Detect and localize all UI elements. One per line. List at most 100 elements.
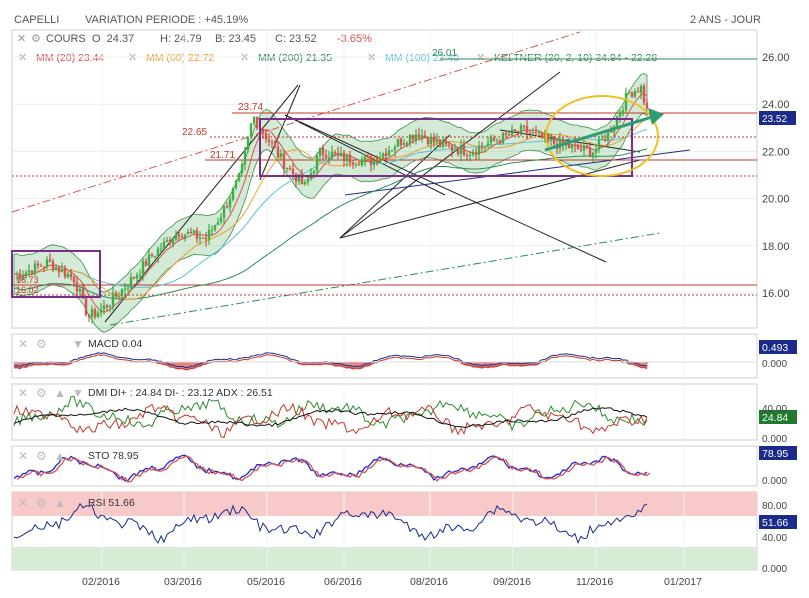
candle-body xyxy=(333,152,337,154)
candle-body xyxy=(468,154,472,156)
move-up-icon[interactable]: ▲ xyxy=(54,496,66,510)
candle-body xyxy=(399,138,403,145)
gear-icon[interactable]: ⚙ xyxy=(31,33,41,45)
candle-body xyxy=(303,182,307,185)
close-icon[interactable]: ✕ xyxy=(18,337,28,351)
sto-panel xyxy=(11,445,758,487)
x-tick: 06/2016 xyxy=(324,576,362,588)
candle-body xyxy=(150,254,154,257)
candle-body xyxy=(627,92,631,94)
open-value: O: 24.37 xyxy=(92,33,134,45)
gear-icon[interactable]: ⚙ xyxy=(36,496,47,510)
candle-body xyxy=(393,146,397,150)
candle-body xyxy=(147,254,151,266)
candle-body xyxy=(117,295,121,297)
candle-body xyxy=(504,132,508,135)
candle-body xyxy=(174,234,178,240)
candle-body xyxy=(351,162,355,165)
candle-body xyxy=(567,144,571,149)
rsi-tick: 40.00 xyxy=(762,533,787,544)
close-icon[interactable]: ✕ xyxy=(18,386,28,400)
candle-body xyxy=(237,173,241,181)
consolidation-box-left xyxy=(11,250,101,298)
candle-body xyxy=(114,292,118,297)
candle-body xyxy=(423,135,427,138)
highlight-circle xyxy=(545,95,659,177)
close-series-icon[interactable]: ✕ xyxy=(17,33,26,45)
consolidation-box-main xyxy=(259,118,633,177)
adx-line xyxy=(13,407,648,428)
candle-body xyxy=(27,270,31,273)
candle-body xyxy=(225,206,229,208)
indicator-headers: ✕ ⚙ ▼ MACD 0.04 0.493 0.000 ✕ ⚙ ▲ ▼ DMI DI+ : 24.8… xyxy=(18,337,797,575)
candle-body xyxy=(177,234,181,237)
candle-body xyxy=(192,230,196,234)
ma-close-icon[interactable]: ✕ xyxy=(128,52,137,64)
candle-body xyxy=(276,146,280,157)
candle-body xyxy=(633,91,637,97)
period-label[interactable]: 2 ANS - JOUR xyxy=(690,14,761,26)
rsi-value: 51.66 xyxy=(762,517,788,529)
candle-body xyxy=(21,276,25,279)
candle-body xyxy=(402,143,406,145)
candle-body xyxy=(552,138,556,144)
last-price-badge xyxy=(759,111,796,125)
candle-body xyxy=(315,155,319,171)
close-icon[interactable]: ✕ xyxy=(18,449,28,463)
candle-body xyxy=(636,91,640,93)
candle-body xyxy=(426,137,430,145)
candle-body xyxy=(489,137,493,144)
candle-body xyxy=(231,187,235,200)
candle-body xyxy=(240,163,244,174)
candle-body xyxy=(420,135,424,138)
move-down-icon[interactable]: ▼ xyxy=(72,386,84,400)
move-down-icon[interactable]: ▼ xyxy=(72,337,84,351)
macd-value: 0.493 xyxy=(762,342,788,354)
candle-body xyxy=(96,312,100,317)
candle-body xyxy=(120,289,124,296)
candle-body xyxy=(285,168,289,170)
candle-body xyxy=(390,149,394,151)
candle-body xyxy=(144,261,148,266)
candle-body xyxy=(480,146,484,148)
ma-close-icon[interactable]: ✕ xyxy=(476,52,485,64)
candle-body xyxy=(579,149,583,151)
level-label-4: 16.73 xyxy=(16,275,39,285)
candle-body xyxy=(465,155,469,157)
macd-tick: 0.000 xyxy=(762,359,787,370)
candle-body xyxy=(153,255,157,257)
candle-body xyxy=(522,125,526,127)
ma-close-icon[interactable]: ✕ xyxy=(367,52,376,64)
close-icon[interactable]: ✕ xyxy=(18,496,28,510)
candle-body xyxy=(321,147,325,155)
candle-body xyxy=(534,132,538,134)
candle-body xyxy=(312,170,316,174)
x-tick: 09/2016 xyxy=(493,576,531,588)
breakout-arrow xyxy=(544,108,664,152)
candle-body xyxy=(318,147,322,156)
candle-body xyxy=(57,267,61,273)
candle-body xyxy=(93,309,97,317)
gear-icon[interactable]: ⚙ xyxy=(36,449,47,463)
candle-body xyxy=(327,157,331,159)
ma-legend-label: KELTNER (20, 2, 10) 24.94 - 22.28 xyxy=(494,52,657,64)
candle-body xyxy=(483,146,487,148)
candle-body xyxy=(291,168,295,175)
price-tick: 26.00 xyxy=(762,52,790,64)
move-up-icon[interactable]: ▲ xyxy=(54,386,66,400)
candle-body xyxy=(282,153,286,169)
candle-body xyxy=(216,222,220,225)
candle-body xyxy=(591,152,595,157)
candle-body xyxy=(348,154,352,163)
gear-icon[interactable]: ⚙ xyxy=(36,337,47,351)
ma-close-icon[interactable]: ✕ xyxy=(18,52,27,64)
candle-body xyxy=(417,134,421,138)
candle-body xyxy=(66,274,70,277)
move-up-icon[interactable]: ▲ xyxy=(54,449,66,463)
candle-body xyxy=(486,143,490,147)
candle-body xyxy=(39,265,43,267)
ma-close-icon[interactable]: ✕ xyxy=(240,52,249,64)
candle-body xyxy=(570,144,574,149)
gear-icon[interactable]: ⚙ xyxy=(36,386,47,400)
